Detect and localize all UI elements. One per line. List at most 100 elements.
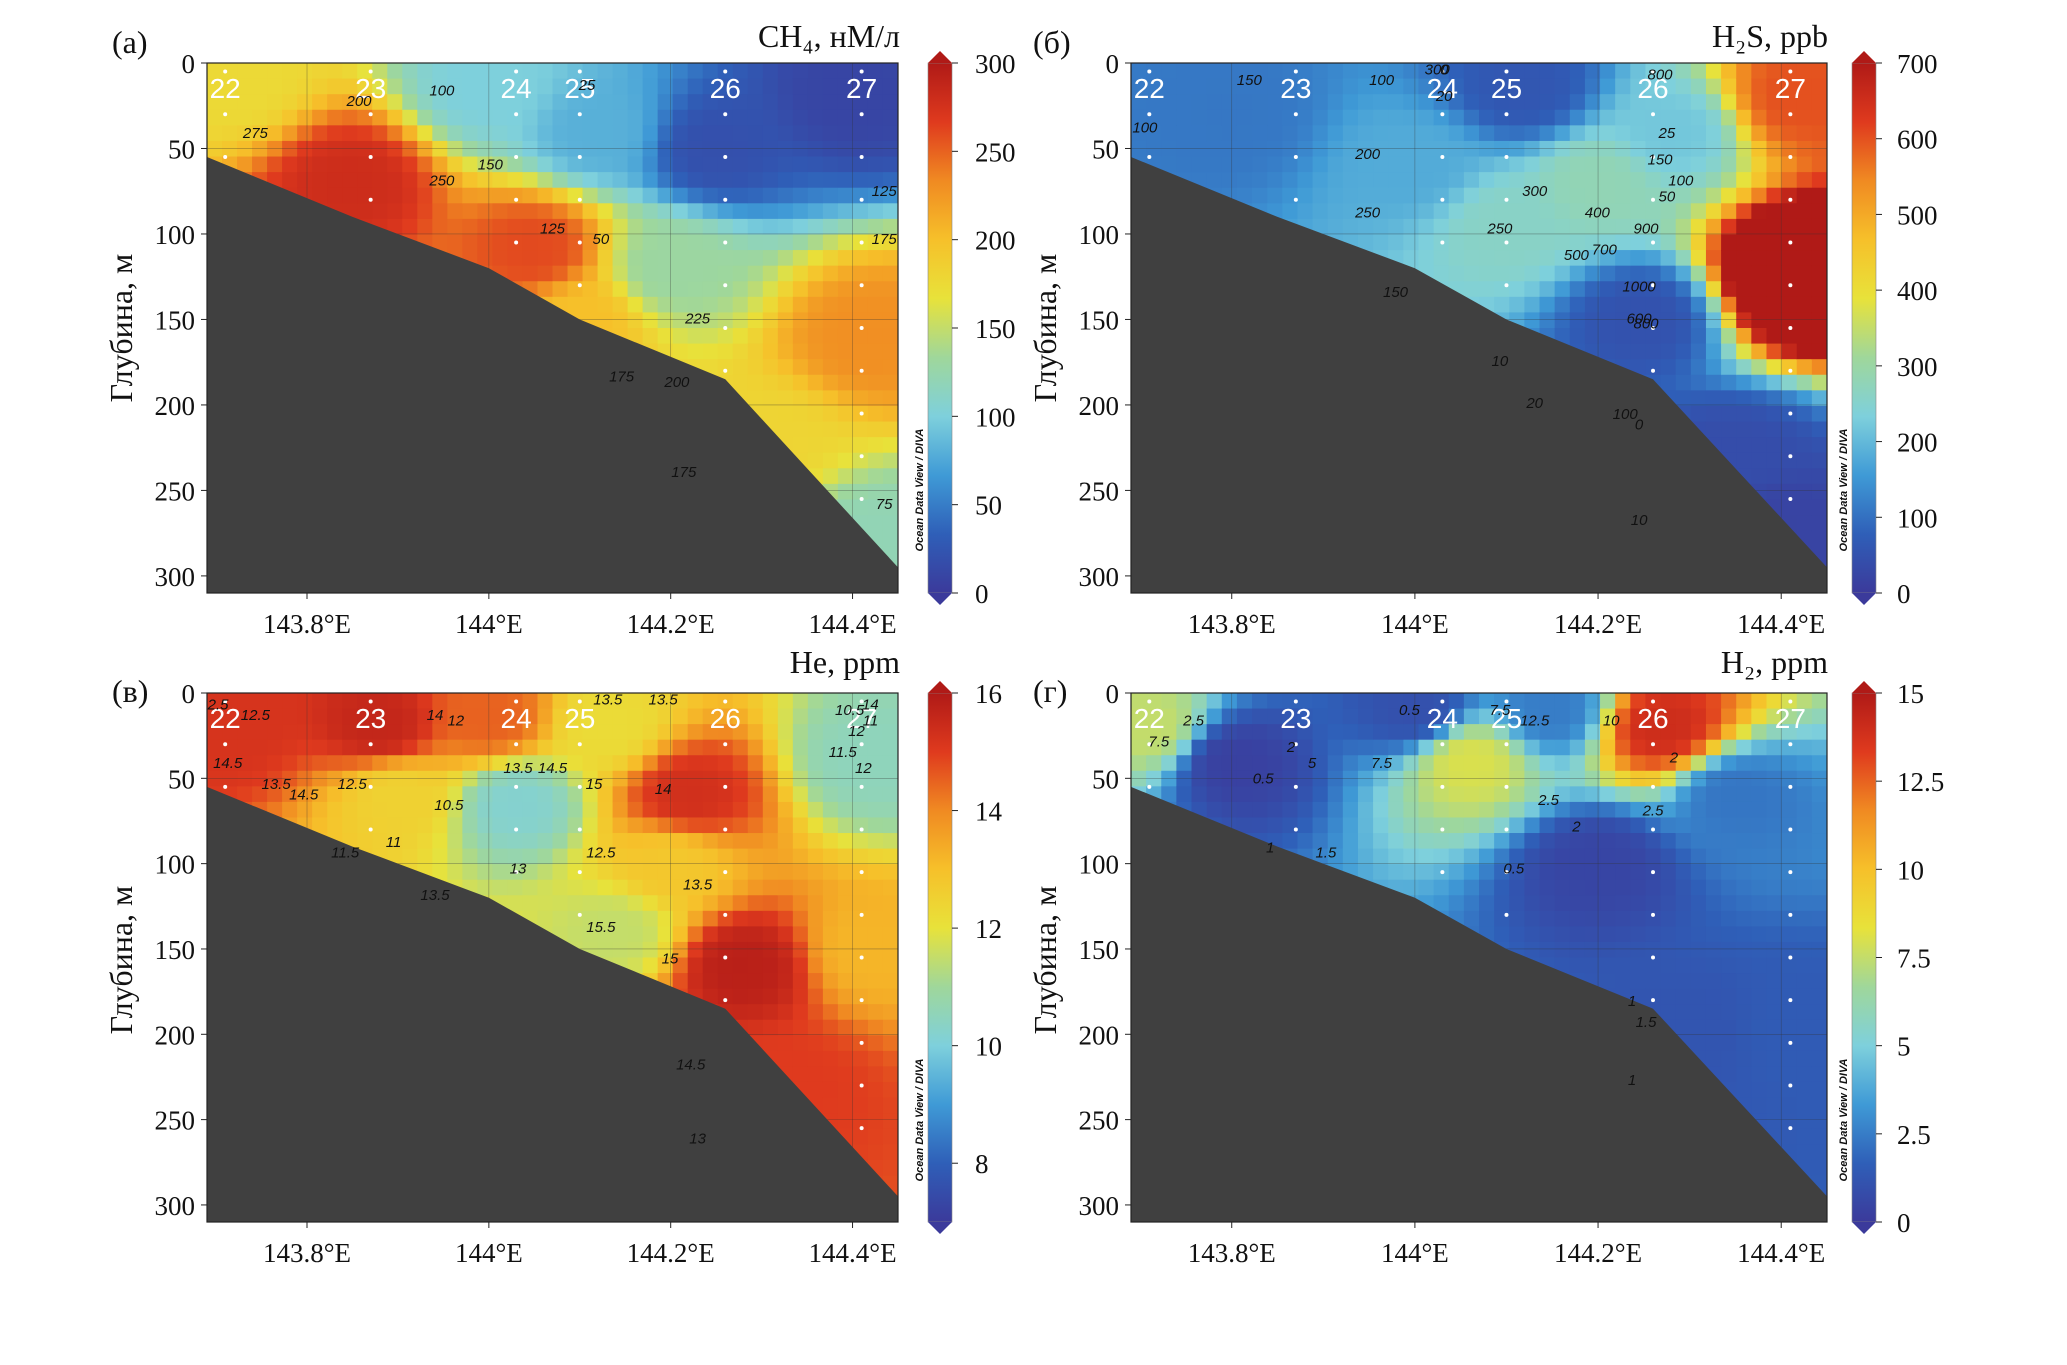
heatmap-cell bbox=[837, 156, 854, 173]
heatmap-cell bbox=[762, 1019, 779, 1036]
heatmap-cell bbox=[327, 78, 343, 95]
heatmap-cell bbox=[477, 109, 494, 126]
heatmap-cell bbox=[1766, 328, 1783, 345]
contour-label: 175 bbox=[609, 369, 635, 386]
heatmap-cell bbox=[552, 94, 569, 111]
heatmap-cell bbox=[312, 94, 328, 111]
heatmap-cell bbox=[282, 693, 298, 710]
heatmap-cell bbox=[642, 879, 659, 896]
heatmap-cell bbox=[1660, 78, 1677, 95]
heatmap-cell bbox=[747, 817, 764, 834]
heatmap-cell bbox=[597, 109, 614, 126]
heatmap-cell bbox=[1766, 140, 1783, 158]
heatmap-cell bbox=[1675, 328, 1692, 345]
heatmap-cell bbox=[582, 218, 599, 236]
heatmap-cell bbox=[1479, 172, 1495, 189]
heatmap-cell bbox=[792, 801, 809, 819]
heatmap-cell bbox=[1751, 328, 1768, 345]
heatmap-cell bbox=[627, 724, 644, 741]
heatmap-cell bbox=[642, 833, 659, 850]
heatmap-cell bbox=[1448, 234, 1465, 251]
heatmap-cell bbox=[507, 708, 524, 725]
heatmap-cell bbox=[867, 910, 884, 927]
heatmap-cell bbox=[1418, 234, 1435, 251]
heatmap-cell bbox=[1781, 390, 1798, 407]
heatmap-cell bbox=[1357, 78, 1374, 95]
heatmap-cell bbox=[1811, 499, 1827, 516]
heatmap-cell bbox=[792, 187, 809, 204]
heatmap-cell bbox=[1630, 140, 1647, 158]
heatmap-cell bbox=[567, 801, 584, 819]
station-label: 23 bbox=[1280, 73, 1311, 104]
heatmap-cell bbox=[1569, 140, 1586, 158]
heatmap-cell bbox=[372, 708, 388, 725]
heatmap-cell bbox=[822, 973, 839, 990]
heatmap-cell bbox=[687, 957, 704, 974]
heatmap-cell bbox=[822, 1066, 839, 1083]
heatmap-cell bbox=[1221, 63, 1238, 80]
heatmap-cell bbox=[702, 755, 719, 772]
heatmap-cell bbox=[1584, 203, 1601, 220]
heatmap-cell bbox=[267, 140, 283, 158]
heatmap-cell bbox=[837, 864, 854, 881]
heatmap-cell bbox=[837, 265, 854, 282]
heatmap-cell bbox=[387, 848, 403, 865]
heatmap-cell bbox=[882, 786, 898, 803]
heatmap-cell bbox=[1630, 156, 1647, 173]
heatmap-cell bbox=[537, 833, 554, 850]
heatmap-cell bbox=[657, 708, 674, 725]
heatmap-cell bbox=[387, 724, 403, 741]
heatmap-cell bbox=[1403, 109, 1420, 126]
heatmap-cell bbox=[477, 187, 494, 204]
heatmap-cell bbox=[1721, 265, 1737, 282]
heatmap-cell bbox=[1736, 265, 1752, 282]
heatmap-cell bbox=[312, 187, 328, 204]
heatmap-cell bbox=[702, 801, 719, 819]
heatmap-cell bbox=[1131, 125, 1147, 142]
heatmap-cell bbox=[282, 63, 298, 80]
colorbar-tick-label: 200 bbox=[975, 226, 1016, 256]
heatmap-cell bbox=[597, 296, 614, 314]
heatmap-cell bbox=[477, 801, 494, 819]
heatmap-cell bbox=[1811, 109, 1827, 126]
heatmap-cell bbox=[687, 125, 704, 142]
heatmap-cell bbox=[372, 693, 388, 710]
heatmap-cell bbox=[447, 78, 463, 95]
heatmap-cell bbox=[777, 739, 794, 756]
heatmap-cell bbox=[822, 817, 839, 834]
heatmap-cell bbox=[282, 770, 298, 787]
heatmap-cell bbox=[447, 234, 463, 251]
heatmap-cell bbox=[342, 94, 358, 111]
heatmap-cell bbox=[282, 140, 298, 158]
heatmap-cell bbox=[732, 312, 749, 329]
heatmap-cell bbox=[447, 63, 463, 80]
heatmap-cell bbox=[492, 218, 509, 236]
heatmap-cell bbox=[747, 234, 764, 251]
heatmap-cell bbox=[1645, 265, 1662, 282]
heatmap-cell bbox=[1479, 63, 1495, 80]
heatmap-cell bbox=[552, 125, 569, 142]
heatmap-cell bbox=[372, 109, 388, 126]
heatmap-cell bbox=[1342, 187, 1359, 204]
heatmap-cell bbox=[717, 910, 734, 927]
heatmap-cell bbox=[837, 296, 854, 314]
heatmap-cell bbox=[1721, 63, 1737, 80]
heatmap-cell bbox=[1267, 140, 1283, 158]
heatmap-cell bbox=[297, 693, 313, 710]
heatmap-cell bbox=[252, 156, 268, 173]
heatmap-cell bbox=[582, 786, 599, 803]
heatmap-cell bbox=[1252, 140, 1268, 158]
heatmap-cell bbox=[1736, 250, 1752, 267]
heatmap-cell bbox=[612, 926, 629, 943]
heatmap-cell bbox=[852, 724, 869, 741]
contour-label: 25 bbox=[578, 77, 596, 94]
heatmap-cell bbox=[762, 1004, 779, 1021]
heatmap-cell bbox=[1811, 515, 1827, 532]
heatmap-cell bbox=[642, 234, 659, 251]
heatmap-cell bbox=[732, 172, 749, 189]
heatmap-cell bbox=[822, 801, 839, 819]
heatmap-cell bbox=[837, 926, 854, 943]
heatmap-cell bbox=[387, 218, 403, 236]
heatmap-cell bbox=[1479, 265, 1495, 282]
heatmap-cell bbox=[432, 724, 448, 741]
